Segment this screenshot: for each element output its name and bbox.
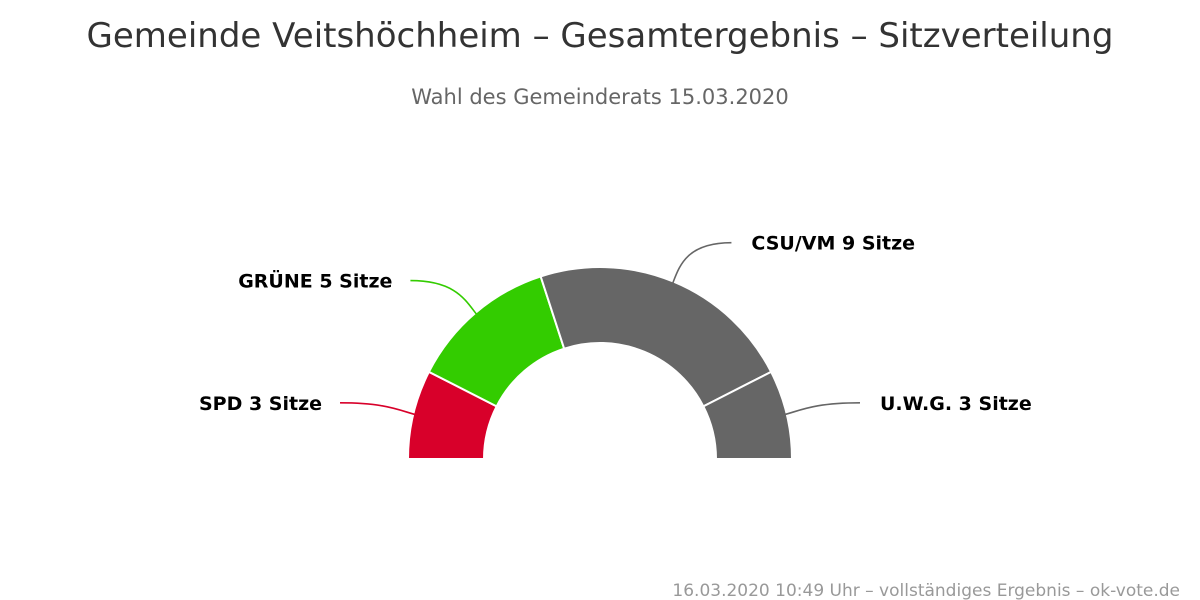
connector-gruene	[410, 279, 480, 319]
chart-subtitle: Wahl des Gemeinderats 15.03.2020	[411, 85, 789, 109]
data-label-csu-vm: CSU/VM 9 Sitze	[751, 233, 915, 255]
data-labels: SPD 3 Sitze GRÜNE 5 Sitze CSU/VM 9 Sitze U.…	[199, 233, 1032, 415]
data-label-gruene: GRÜNE 5 Sitze	[238, 269, 392, 293]
slice-csu-vm[interactable]	[539, 266, 773, 408]
connector-csu-vm	[670, 241, 732, 288]
connector-u-w-g	[780, 402, 860, 417]
donut-slices	[407, 266, 793, 460]
slice-u-w-g[interactable]	[702, 370, 793, 460]
data-label-u-w-g: U.W.G. 3 Sitze	[880, 393, 1032, 415]
connector-spd	[340, 402, 420, 417]
chart-title: Gemeinde Veitshöchheim – Gesamtergebnis …	[87, 16, 1114, 56]
chart-credit[interactable]: 16.03.2020 10:49 Uhr – vollständiges Erg…	[672, 581, 1180, 600]
label-connectors	[340, 241, 860, 417]
data-label-spd: SPD 3 Sitze	[199, 393, 322, 415]
